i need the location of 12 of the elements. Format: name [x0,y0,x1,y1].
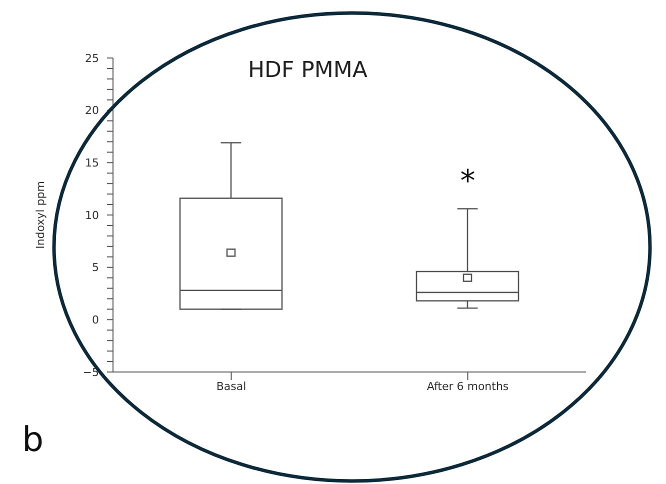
annotation: * [460,164,476,200]
x-tick-label: Basal [216,380,246,393]
text: b [22,420,44,460]
y-tick-label: 15 [85,156,99,170]
y-tick-label: 0 [92,314,99,327]
y-tick-label: 25 [85,52,99,65]
x-tick-label: After 6 months [426,380,509,393]
y-axis-title: Indoxyl ppm [34,181,47,249]
chart-title: HDF PMMA [248,58,368,83]
y-tick-label: 10 [85,208,99,222]
y-tick-label: 5 [92,261,99,274]
y-tick-label: 20 [85,104,99,118]
